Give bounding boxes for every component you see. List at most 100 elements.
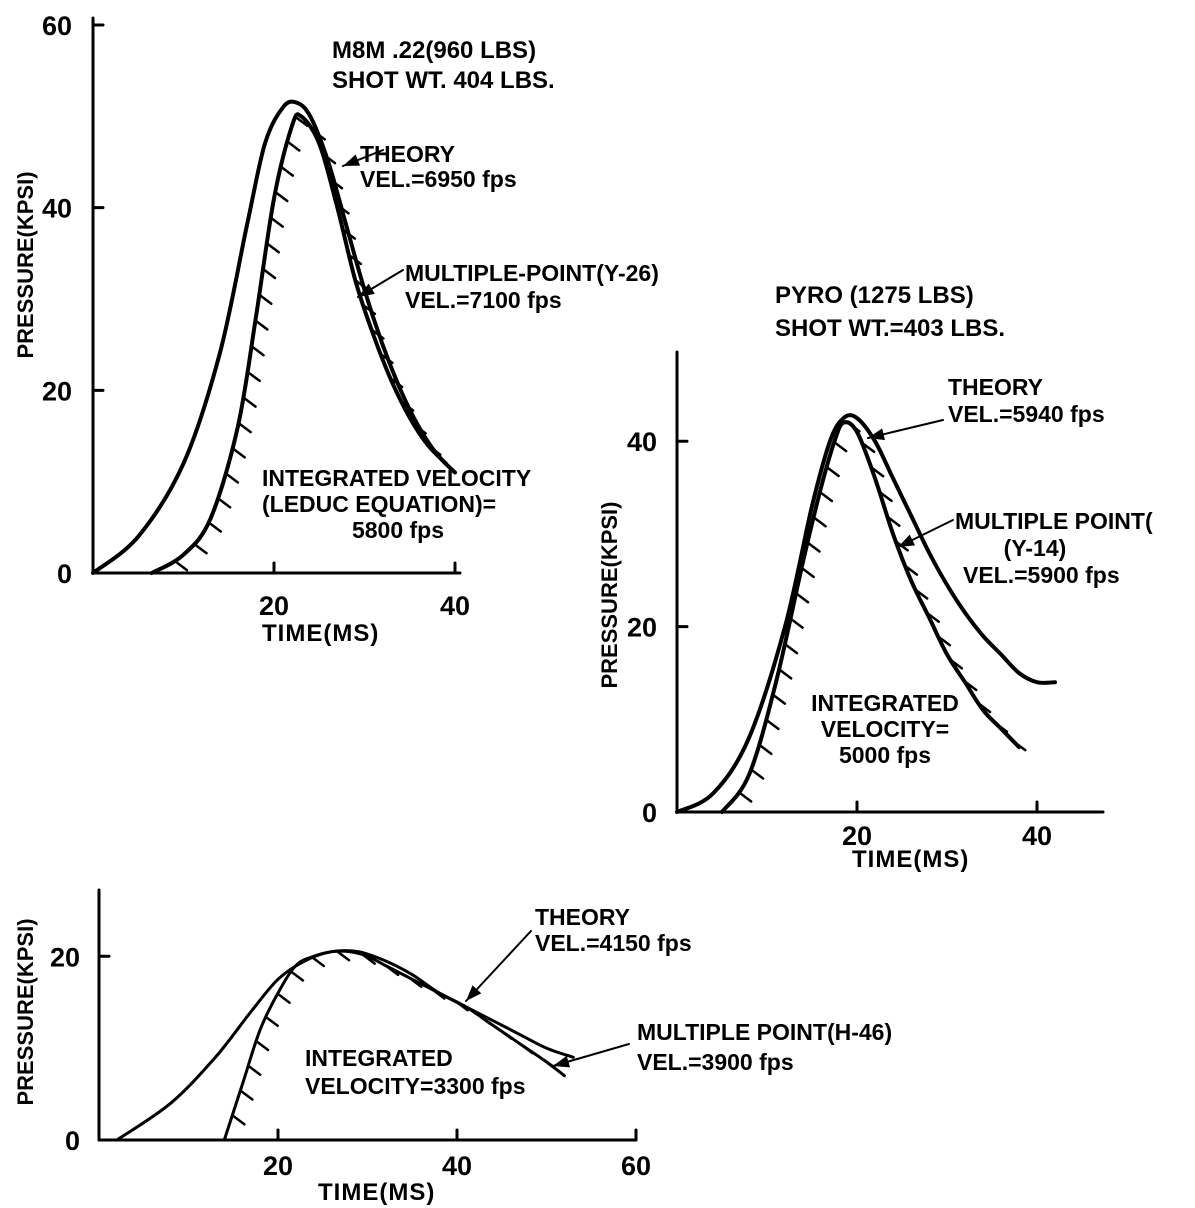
hatch-mark bbox=[936, 635, 952, 647]
hatch-mark bbox=[231, 1114, 246, 1126]
hatch-mark bbox=[454, 999, 469, 1012]
hatch-mark bbox=[254, 1039, 270, 1052]
hatch-mark bbox=[860, 441, 876, 454]
hatch-mark bbox=[250, 344, 265, 357]
hatch-mark bbox=[749, 768, 765, 780]
hatch-mark bbox=[254, 319, 269, 331]
annotation-text: 5800 fps bbox=[352, 517, 444, 543]
hatch-mark bbox=[276, 992, 291, 1004]
hatch-mark bbox=[948, 658, 964, 670]
hatch-mark bbox=[237, 421, 252, 434]
hatch-mark bbox=[846, 421, 861, 433]
annotation-2: MULTIPLE POINT(H-46) VEL.=3900 fps bbox=[552, 1019, 892, 1075]
x-tick-label: 40 bbox=[442, 1151, 472, 1181]
hatch-mark bbox=[239, 1089, 254, 1101]
series-line-1 bbox=[115, 949, 575, 1142]
hatch-mark bbox=[370, 328, 385, 340]
y-tick-label: 20 bbox=[50, 942, 80, 972]
y-axis-label: PRESSURE(KPSI) bbox=[13, 918, 38, 1105]
hatch-mark bbox=[925, 611, 941, 624]
chart-title: M8M .22(960 LBS) bbox=[332, 37, 536, 64]
hatch-mark bbox=[335, 203, 350, 215]
series-line-2 bbox=[720, 420, 1021, 814]
hatch-mark bbox=[825, 465, 840, 478]
hatch-mark bbox=[407, 976, 423, 988]
hatch-mark bbox=[328, 177, 344, 190]
arrowhead bbox=[868, 428, 885, 441]
x-tick-label: 20 bbox=[259, 591, 289, 621]
hatch-mark bbox=[497, 1028, 513, 1040]
annotation-text: INTEGRATED VELOCITY bbox=[262, 465, 531, 491]
annotation-text: (LEDUC EQUATION)= bbox=[262, 491, 496, 517]
arrowhead bbox=[898, 534, 916, 547]
hatch-mark bbox=[246, 370, 261, 383]
hatch-mark bbox=[519, 1043, 534, 1055]
hatch-mark bbox=[806, 541, 821, 553]
x-axis-label: TIME(MS) bbox=[852, 846, 969, 873]
annotation-3: INTEGRATED VELOCITY(LEDUC EQUATION)=5800… bbox=[262, 465, 531, 543]
hatch-mark bbox=[264, 1015, 279, 1028]
hatch-mark bbox=[771, 693, 787, 705]
y-tick-label: 0 bbox=[57, 559, 72, 589]
y-tick-label: 20 bbox=[42, 376, 72, 406]
hatch-mark bbox=[431, 988, 446, 1000]
x-tick-label: 60 bbox=[621, 1151, 651, 1181]
annotation-text: INTEGRATED bbox=[811, 690, 959, 716]
annotation-text: 5000 fps bbox=[839, 742, 931, 768]
x-tick-label: 40 bbox=[1022, 821, 1052, 851]
chart-panel-2: 0 20 40 20 40 TIME(MS) PRESSURE(KPSI) PYRO (127… bbox=[597, 282, 1153, 873]
hatch-mark bbox=[758, 743, 773, 756]
hatch-mark bbox=[269, 216, 284, 228]
annotation-text: THEORY bbox=[948, 374, 1043, 400]
hatch-mark bbox=[794, 592, 810, 604]
hatch-mark bbox=[310, 955, 326, 968]
arrowhead bbox=[358, 283, 375, 297]
hatch-mark bbox=[976, 701, 992, 714]
hatch-mark bbox=[258, 293, 273, 306]
annotation-text: THEORY bbox=[360, 141, 455, 167]
annotation-text: VEL.=6950 fps bbox=[360, 166, 517, 192]
hatch-mark bbox=[231, 447, 246, 459]
y-tick-label: 0 bbox=[642, 798, 657, 828]
hatch-mark bbox=[261, 267, 277, 280]
hatch-mark bbox=[832, 440, 848, 453]
chart-panel-1: 0 20 40 60 20 40 TIME(MS) PRESSURE(KPSI) M8M .22… bbox=[13, 11, 659, 647]
hatch-mark bbox=[399, 400, 415, 412]
hatch-mark bbox=[800, 566, 815, 579]
hatch-mark bbox=[993, 721, 1009, 733]
hatch-mark bbox=[789, 617, 804, 629]
hatch-mark bbox=[246, 1064, 262, 1077]
hatch-mark bbox=[294, 115, 309, 127]
series-line-1 bbox=[675, 413, 1057, 814]
y-tick-label: 40 bbox=[627, 427, 657, 457]
hatch-mark bbox=[818, 490, 834, 503]
hatch-mark bbox=[886, 515, 901, 527]
annotation-text: MULTIPLE-POINT(Y-26) bbox=[405, 260, 659, 286]
hatch-mark bbox=[388, 376, 404, 389]
chart-subtitle: SHOT WT.=403 LBS. bbox=[775, 315, 1005, 342]
y-tick-label: 20 bbox=[627, 613, 657, 643]
arrowhead bbox=[343, 154, 361, 166]
x-tick-label: 20 bbox=[263, 1151, 293, 1181]
x-tick-label: 20 bbox=[842, 821, 872, 851]
hatch-mark bbox=[869, 466, 885, 478]
hatch-mark bbox=[412, 423, 427, 435]
annotation-text: VELOCITY=3300 fps bbox=[305, 1073, 526, 1099]
x-axis-label: TIME(MS) bbox=[262, 620, 379, 647]
hatch-mark bbox=[777, 668, 793, 680]
chart-subtitle: SHOT WT. 404 LBS. bbox=[332, 67, 555, 94]
annotation-2: MULTIPLE-POINT(Y-26)VEL.=7100 fps bbox=[357, 260, 659, 313]
annotation-text: THEORY bbox=[535, 904, 630, 930]
y-tick-label: 60 bbox=[42, 11, 72, 41]
y-axis-label: PRESSURE(KPSI) bbox=[597, 501, 622, 688]
arrowhead bbox=[466, 985, 482, 1001]
hatch-mark bbox=[311, 129, 327, 141]
hatch-mark bbox=[279, 165, 295, 177]
hatch-mark bbox=[289, 970, 305, 982]
hatch-mark bbox=[242, 396, 257, 408]
hatch-mark bbox=[361, 303, 377, 316]
